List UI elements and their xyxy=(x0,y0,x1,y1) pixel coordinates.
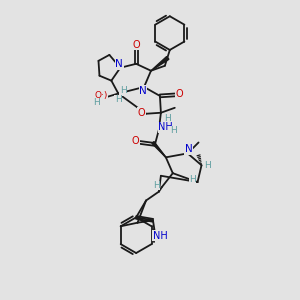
Text: H: H xyxy=(170,126,177,135)
Text: H: H xyxy=(189,175,196,184)
Text: O: O xyxy=(132,40,140,50)
Text: H: H xyxy=(204,161,210,170)
Text: H: H xyxy=(115,95,122,104)
Text: N: N xyxy=(116,59,123,69)
Text: N: N xyxy=(185,144,193,154)
Text: H: H xyxy=(120,86,127,95)
Polygon shape xyxy=(152,142,166,157)
Text: O: O xyxy=(138,108,146,118)
Text: H: H xyxy=(153,181,160,190)
Text: NH: NH xyxy=(152,231,167,241)
Text: O: O xyxy=(175,89,183,99)
Text: O·): O·) xyxy=(94,91,107,100)
Polygon shape xyxy=(151,56,169,71)
Text: O: O xyxy=(132,136,140,146)
Text: H: H xyxy=(94,98,100,107)
Text: H: H xyxy=(164,114,171,123)
Text: N: N xyxy=(139,85,147,96)
Text: NH: NH xyxy=(158,122,173,132)
